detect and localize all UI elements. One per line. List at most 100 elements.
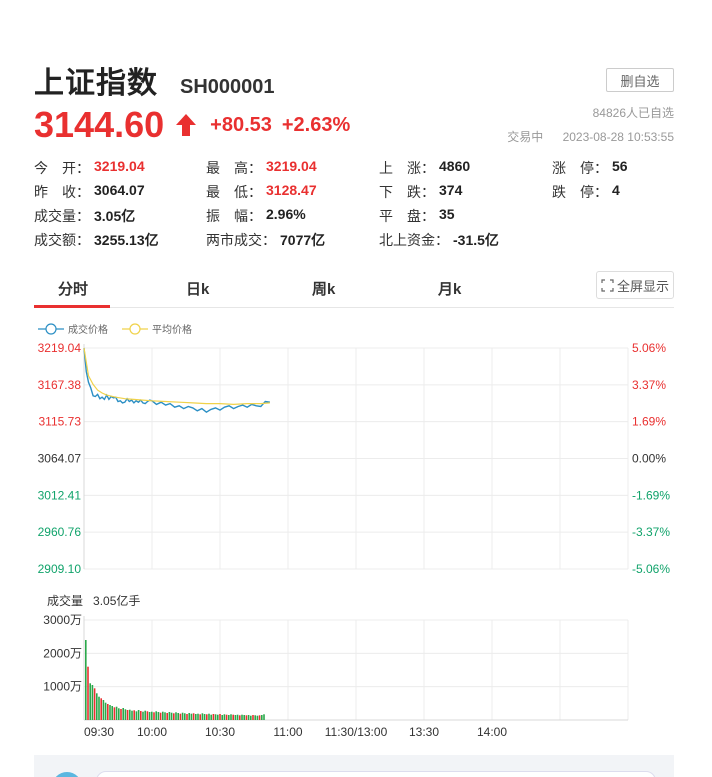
stat-label: 两市成交： bbox=[206, 232, 276, 248]
volume-bar bbox=[104, 702, 107, 720]
volume-bar bbox=[98, 696, 100, 720]
volume-bar bbox=[232, 714, 234, 720]
volume-bar bbox=[113, 707, 116, 720]
volume-bar bbox=[129, 709, 131, 720]
pct-tick-label: 3.37% bbox=[632, 378, 666, 392]
volume-bar bbox=[162, 711, 164, 720]
volume-bar bbox=[126, 710, 129, 720]
time-tick-label: 10:00 bbox=[137, 725, 167, 739]
volume-tick-label: 2000万 bbox=[43, 646, 82, 660]
price-tick-label: 2909.10 bbox=[38, 562, 82, 576]
volume-bar bbox=[177, 713, 179, 720]
volume-bar bbox=[102, 700, 105, 720]
tab-monthly-k[interactable]: 月k bbox=[438, 281, 462, 298]
volume-bar bbox=[241, 714, 243, 720]
legend-price[interactable]: 成交价格 bbox=[38, 321, 108, 336]
volume-bar bbox=[195, 714, 197, 720]
fullscreen-icon bbox=[601, 278, 614, 292]
stat-limit-down: 跌 停： 4 bbox=[552, 182, 620, 202]
time-tick-label: 11:00 bbox=[273, 725, 302, 739]
volume-bar bbox=[133, 710, 135, 720]
remove-watchlist-button[interactable]: 删自选 bbox=[606, 68, 674, 92]
volume-bar bbox=[137, 710, 140, 720]
stat-high: 最 高： 3219.04 bbox=[206, 158, 317, 178]
volume-value: 3.05亿手 bbox=[93, 594, 141, 608]
volume-bar bbox=[236, 714, 239, 720]
stat-value: 2.96% bbox=[266, 206, 306, 222]
stat-value: 35 bbox=[439, 206, 455, 222]
stat-flat: 平 盘： 35 bbox=[379, 206, 455, 226]
stat-turnover: 成交额： 3255.13亿 bbox=[34, 230, 159, 250]
price-change-pct: +2.63% bbox=[281, 113, 351, 136]
price-tick-label: 3167.38 bbox=[38, 378, 82, 392]
legend-average[interactable]: 平均价格 bbox=[122, 321, 192, 336]
stat-prev-close: 昨 收： 3064.07 bbox=[34, 182, 145, 202]
volume-header: 成交量 3.05亿手 bbox=[47, 592, 140, 609]
volume-bar bbox=[181, 712, 184, 720]
volume-bar bbox=[153, 712, 155, 720]
volume-tick-label: 1000万 bbox=[43, 680, 82, 694]
average-line bbox=[83, 347, 270, 406]
fullscreen-button[interactable]: 全屏显示 bbox=[596, 271, 674, 299]
comment-avatar-icon bbox=[52, 772, 82, 777]
stat-northbound: 北上资金： -31.5亿 bbox=[379, 230, 499, 250]
volume-bar bbox=[122, 708, 124, 720]
stat-amplitude: 振 幅： 2.96% bbox=[206, 206, 306, 226]
stat-label: 最 低： bbox=[206, 184, 262, 200]
volume-bar bbox=[179, 713, 182, 720]
stat-label: 跌 停： bbox=[552, 184, 608, 200]
stat-volume: 成交量： 3.05亿 bbox=[34, 206, 135, 226]
stat-label: 昨 收： bbox=[34, 184, 90, 200]
volume-bar bbox=[120, 709, 122, 720]
volume-bar bbox=[107, 704, 109, 720]
pct-tick-label: -3.37% bbox=[632, 525, 670, 539]
title-row: 上证指数 SH000001 bbox=[34, 58, 275, 102]
tab-daily-k[interactable]: 日k bbox=[186, 281, 210, 298]
stat-value: 4860 bbox=[439, 158, 471, 174]
tab-weekly-k[interactable]: 周k bbox=[312, 281, 336, 298]
volume-tick-label: 3000万 bbox=[43, 613, 82, 627]
legend-price-icon bbox=[38, 322, 64, 335]
stat-label: 下 跌： bbox=[379, 184, 435, 200]
pct-tick-label: 1.69% bbox=[632, 415, 666, 429]
volume-bar bbox=[89, 683, 91, 720]
stat-label: 涨 停： bbox=[552, 160, 608, 176]
volume-bar bbox=[184, 713, 186, 720]
stat-label: 平 盘： bbox=[379, 208, 435, 224]
volume-bar bbox=[261, 715, 263, 720]
volume-bar bbox=[201, 713, 204, 720]
tab-intraday[interactable]: 分时 bbox=[58, 281, 89, 298]
chart-tabs: 分时 日k 周k 月k 全屏显示 bbox=[34, 268, 674, 308]
volume-bar bbox=[96, 693, 98, 720]
status-row: 交易中 2023-08-28 10:53:55 bbox=[507, 128, 674, 145]
watch-count: 84826人已自选 bbox=[592, 106, 674, 120]
volume-bar bbox=[100, 698, 102, 720]
price-row: 3144.60 +80.53 +2.63% bbox=[34, 104, 350, 146]
volume-bar bbox=[118, 708, 120, 720]
volume-bar bbox=[254, 715, 256, 720]
comment-input[interactable] bbox=[96, 771, 656, 777]
current-price: 3144.60 bbox=[34, 104, 165, 145]
volume-bar bbox=[250, 715, 252, 720]
volume-bar bbox=[208, 713, 210, 720]
price-tick-label: 3064.07 bbox=[38, 452, 82, 466]
volume-bar bbox=[225, 714, 228, 720]
volume-bar bbox=[140, 711, 142, 720]
volume-bar bbox=[228, 715, 230, 720]
volume-label: 成交量 bbox=[47, 594, 84, 608]
volume-bar bbox=[203, 714, 206, 720]
volume-bar bbox=[199, 714, 201, 720]
volume-bar bbox=[252, 715, 254, 720]
volume-bar bbox=[124, 709, 127, 720]
intraday-chart[interactable]: 3219.04 5.06% 3167.38 3.37% 3115.73 1.69% 3064… bbox=[0, 330, 712, 750]
volume-bar bbox=[247, 715, 250, 720]
price-tick-label: 2960.76 bbox=[38, 525, 82, 539]
price-tick-label: 3219.04 bbox=[38, 341, 82, 355]
price-tick-label: 3115.73 bbox=[39, 415, 82, 429]
stat-label: 成交量： bbox=[34, 208, 90, 224]
volume-bar bbox=[164, 712, 166, 720]
stat-value: 3219.04 bbox=[94, 158, 145, 174]
price-change: +80.53 bbox=[210, 113, 272, 136]
volume-bar bbox=[219, 714, 221, 720]
volume-bar bbox=[173, 713, 175, 720]
